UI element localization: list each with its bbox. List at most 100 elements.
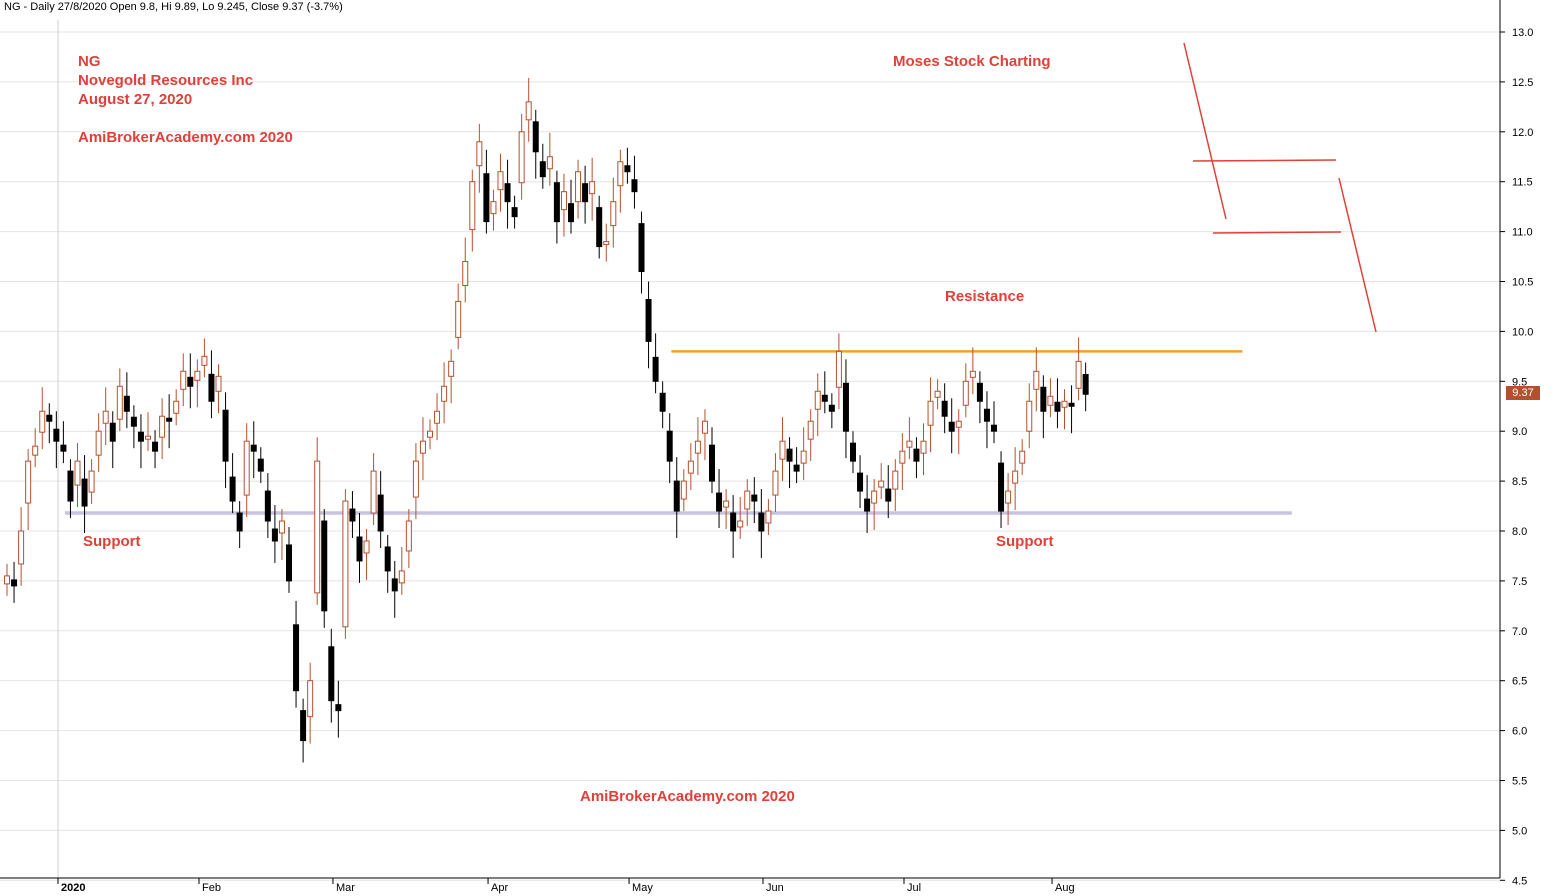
candle-body — [701, 420, 708, 434]
y-tick-label: 11.5 — [1512, 177, 1533, 189]
candle-body — [60, 444, 67, 452]
candle-body — [166, 417, 173, 422]
chart-header: NG - Daily 27/8/2020 Open 9.8, Hi 9.89, … — [4, 1, 343, 13]
candle-body — [116, 385, 123, 420]
y-tick-label: 12.5 — [1512, 77, 1533, 89]
price-axis: 13.0 12.5 12.0 11.5 11.0 10.5 10.0 9.5 9.0 8.5 8.0… — [1499, 0, 1533, 887]
candle-body — [74, 460, 81, 486]
candle-body — [857, 472, 864, 492]
candle-body — [955, 420, 962, 428]
candle-body — [666, 430, 673, 462]
support-label-left: Support — [83, 533, 141, 550]
candle-body — [363, 540, 370, 554]
candle-body — [328, 646, 335, 702]
candle-body — [377, 494, 384, 532]
y-tick-label: 9.0 — [1512, 426, 1527, 438]
candle-body — [744, 490, 751, 510]
candle-body — [307, 680, 314, 718]
y-tick-label: 12.0 — [1512, 127, 1533, 139]
candle-body — [751, 494, 758, 502]
candle-body — [617, 161, 624, 187]
candle-body — [1075, 360, 1082, 389]
watermark-bottom: AmiBrokerAcademy.com 2020 — [580, 788, 795, 805]
candle-body — [236, 512, 243, 532]
candle-body — [575, 171, 582, 203]
y-tick-label: 10.5 — [1512, 277, 1533, 289]
x-tick-label: Mar — [336, 882, 355, 894]
y-tick-label: 8.5 — [1512, 476, 1527, 488]
candle-body — [1068, 402, 1075, 407]
candle-body — [1012, 470, 1019, 484]
candle-body — [250, 444, 257, 452]
candle-body — [53, 428, 60, 442]
candle-body — [201, 355, 208, 366]
candle-body — [434, 410, 441, 424]
candle-body — [1054, 401, 1061, 412]
candle-body — [1005, 490, 1012, 504]
candle-body — [391, 578, 398, 592]
y-tick-label: 10.0 — [1512, 326, 1533, 338]
candle-body — [180, 370, 187, 390]
candle-body — [638, 223, 645, 273]
last-price-badge: 9.37 — [1506, 386, 1540, 400]
candle-body — [603, 241, 610, 246]
candle-body — [850, 442, 856, 462]
candle-body — [906, 440, 913, 448]
candle-body — [709, 444, 715, 482]
x-tick-label: 2020 — [61, 882, 85, 894]
candle-body — [109, 422, 116, 442]
candle-body — [441, 385, 448, 402]
date-label: August 27, 2020 — [78, 91, 193, 108]
candle-body — [582, 183, 589, 203]
candle-body — [264, 490, 271, 522]
candle-body — [349, 508, 356, 522]
candle-body — [631, 179, 638, 193]
candle-body — [1047, 395, 1054, 406]
candle-body — [723, 500, 730, 508]
candle-body — [687, 460, 694, 474]
candle-body — [532, 121, 539, 153]
candle-body — [229, 476, 236, 502]
candle-body — [455, 300, 462, 338]
candle-body — [652, 356, 659, 382]
candle-body — [271, 528, 278, 542]
candle-body — [335, 704, 342, 712]
candle-body — [828, 404, 835, 412]
candle-body — [983, 408, 990, 422]
x-tick-label: Apr — [491, 882, 508, 894]
candle-body — [427, 430, 433, 438]
candle-body — [314, 460, 321, 594]
grid-lines — [0, 20, 1500, 881]
candle-body — [173, 400, 180, 414]
candle-body — [152, 441, 159, 452]
candle-body — [4, 575, 10, 585]
candle-body — [694, 440, 701, 454]
ticker-label: NG — [78, 53, 101, 70]
y-tick-label: 6.0 — [1512, 726, 1527, 738]
candle-body — [95, 430, 102, 456]
candle-body — [610, 201, 617, 227]
candle-body — [864, 498, 871, 512]
candle-body — [412, 460, 419, 498]
candle-body — [1082, 374, 1089, 395]
drawn-line — [1212, 231, 1342, 234]
candle-body — [398, 570, 405, 584]
candle-body — [490, 201, 497, 215]
candle-body — [67, 470, 74, 502]
candle-body — [257, 458, 264, 472]
y-tick-label: 5.0 — [1512, 825, 1527, 837]
hand-drawn-lines — [1183, 42, 1377, 333]
candle-body — [448, 360, 455, 377]
candle-body — [39, 410, 46, 433]
y-tick-label: 9.5 — [1512, 376, 1527, 388]
candle-body — [842, 382, 849, 432]
candle-body — [821, 394, 828, 402]
candle-body — [546, 156, 553, 170]
candle-body — [786, 448, 793, 462]
company-label: Novegold Resources Inc — [78, 72, 254, 89]
candle-body — [624, 165, 631, 173]
support-label-right: Support — [996, 533, 1054, 550]
x-tick-label: Jun — [766, 882, 784, 894]
date-axis: 2020 Feb Mar Apr May Jun Jul Aug — [0, 877, 1500, 894]
